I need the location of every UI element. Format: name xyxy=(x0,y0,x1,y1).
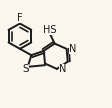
Text: S: S xyxy=(22,64,29,74)
Text: HS: HS xyxy=(43,25,56,35)
Text: F: F xyxy=(17,13,23,23)
Text: N: N xyxy=(59,64,67,74)
Text: N: N xyxy=(69,44,76,54)
